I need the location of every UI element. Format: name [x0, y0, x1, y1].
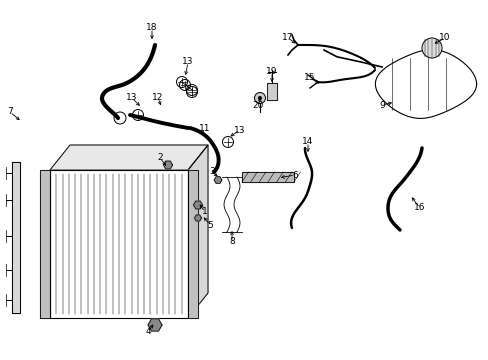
- Polygon shape: [148, 319, 162, 331]
- Text: 6: 6: [291, 171, 297, 180]
- Text: 7: 7: [7, 108, 13, 117]
- Circle shape: [421, 38, 441, 58]
- Polygon shape: [375, 50, 476, 118]
- Text: 11: 11: [199, 123, 210, 132]
- Polygon shape: [214, 177, 222, 183]
- Polygon shape: [163, 161, 172, 169]
- Circle shape: [258, 96, 262, 100]
- Polygon shape: [12, 162, 20, 313]
- Text: 12: 12: [152, 94, 163, 103]
- Polygon shape: [50, 145, 207, 170]
- Text: 8: 8: [229, 238, 234, 247]
- Text: 19: 19: [265, 68, 277, 77]
- Text: 1: 1: [202, 207, 207, 216]
- Polygon shape: [242, 172, 293, 182]
- Text: 4: 4: [145, 328, 150, 337]
- Text: 15: 15: [304, 73, 315, 82]
- Text: 2: 2: [157, 153, 163, 162]
- Text: 13: 13: [234, 126, 245, 135]
- Polygon shape: [194, 215, 201, 221]
- Circle shape: [254, 93, 265, 104]
- Polygon shape: [40, 170, 50, 318]
- Text: 20: 20: [252, 100, 263, 109]
- Text: 17: 17: [282, 33, 293, 42]
- Text: 9: 9: [378, 100, 384, 109]
- Text: 14: 14: [302, 138, 313, 147]
- Text: 16: 16: [413, 203, 425, 212]
- Text: 10: 10: [438, 33, 450, 42]
- Text: 3: 3: [209, 167, 214, 176]
- Polygon shape: [193, 201, 202, 209]
- Polygon shape: [187, 170, 198, 318]
- Text: 13: 13: [126, 94, 138, 103]
- Polygon shape: [50, 170, 187, 318]
- Text: 18: 18: [146, 23, 158, 32]
- Polygon shape: [187, 145, 207, 318]
- Text: 5: 5: [207, 220, 212, 230]
- Polygon shape: [266, 83, 276, 100]
- Text: 13: 13: [182, 58, 193, 67]
